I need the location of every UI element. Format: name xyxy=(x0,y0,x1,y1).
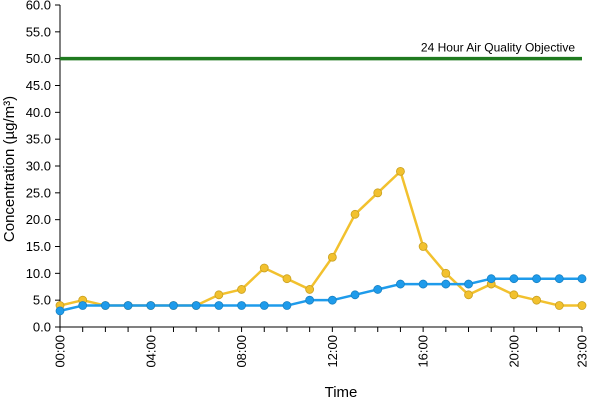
y-tick-label: 0.0 xyxy=(33,320,51,335)
data-point xyxy=(305,285,315,294)
x-tick-label: 00:00 xyxy=(53,335,68,368)
series-line xyxy=(59,277,582,313)
data-point xyxy=(169,301,178,310)
y-tick-label: 30.0 xyxy=(26,159,51,174)
data-point xyxy=(396,166,405,176)
data-point xyxy=(464,290,473,300)
x-tick-label: 08:00 xyxy=(234,335,249,368)
data-point xyxy=(55,306,65,316)
data-point xyxy=(214,290,224,300)
objective-label: 24 Hour Air Quality Objective xyxy=(421,41,575,55)
y-tick-label: 10.0 xyxy=(26,266,51,281)
x-tick-label: 20:00 xyxy=(506,335,521,368)
y-tick-label: 45.0 xyxy=(26,78,51,93)
series-1 xyxy=(55,166,587,310)
x-tick-label: 04:00 xyxy=(143,335,158,368)
data-point xyxy=(509,290,519,300)
data-point xyxy=(577,274,587,284)
data-point xyxy=(486,274,496,284)
data-point xyxy=(532,295,542,305)
data-point xyxy=(214,301,224,310)
data-point xyxy=(441,268,451,278)
data-point xyxy=(327,295,337,305)
data-point xyxy=(577,301,587,310)
data-point xyxy=(532,274,542,284)
data-point xyxy=(418,242,428,251)
data-point xyxy=(418,279,428,289)
data-point xyxy=(441,279,451,289)
data-point xyxy=(282,274,292,284)
series-line xyxy=(59,170,582,307)
data-point xyxy=(123,301,133,310)
data-point xyxy=(259,263,269,273)
y-tick-label: 55.0 xyxy=(26,24,51,39)
y-tick-label: 60.0 xyxy=(26,0,51,13)
data-point xyxy=(464,279,473,289)
series-layer xyxy=(55,166,587,316)
data-point xyxy=(146,301,156,310)
data-point xyxy=(305,295,315,305)
data-point xyxy=(237,285,246,294)
data-point xyxy=(554,301,564,310)
objective-layer: 24 Hour Air Quality Objective xyxy=(60,41,582,61)
data-point xyxy=(282,301,292,310)
data-point xyxy=(327,252,337,262)
y-axis-title: Concentration (µg/m³) xyxy=(1,96,18,242)
data-point xyxy=(350,290,360,300)
y-axis: 0.0 5.0 10.0 15.0 20.0 25.0 30.0 35.0 40.0 45.0 50… xyxy=(26,0,61,335)
data-point xyxy=(100,301,110,310)
data-point xyxy=(509,274,519,284)
y-tick-label: 25.0 xyxy=(26,185,51,200)
data-point xyxy=(373,188,383,198)
y-tick-label: 20.0 xyxy=(26,212,51,227)
data-point xyxy=(373,285,383,294)
y-tick-label: 5.0 xyxy=(33,293,51,308)
data-point xyxy=(350,209,360,219)
y-tick-label: 50.0 xyxy=(26,51,51,66)
x-axis: 00:00 04:00 08:00 12:00 16:00 20:00 23:00 xyxy=(53,326,590,368)
data-point xyxy=(554,274,564,284)
x-tick-label: 16:00 xyxy=(416,335,431,368)
data-point xyxy=(396,279,405,289)
data-point xyxy=(191,301,201,310)
data-point xyxy=(237,301,246,310)
y-tick-label: 40.0 xyxy=(26,105,51,120)
data-point xyxy=(78,301,88,310)
x-axis-title: Time xyxy=(325,384,358,400)
x-tick-label: 23:00 xyxy=(575,335,590,368)
y-tick-label: 35.0 xyxy=(26,132,51,147)
series-2 xyxy=(55,274,587,316)
y-tick-label: 15.0 xyxy=(26,239,51,254)
data-point xyxy=(259,301,269,310)
x-tick-label: 12:00 xyxy=(325,335,340,368)
